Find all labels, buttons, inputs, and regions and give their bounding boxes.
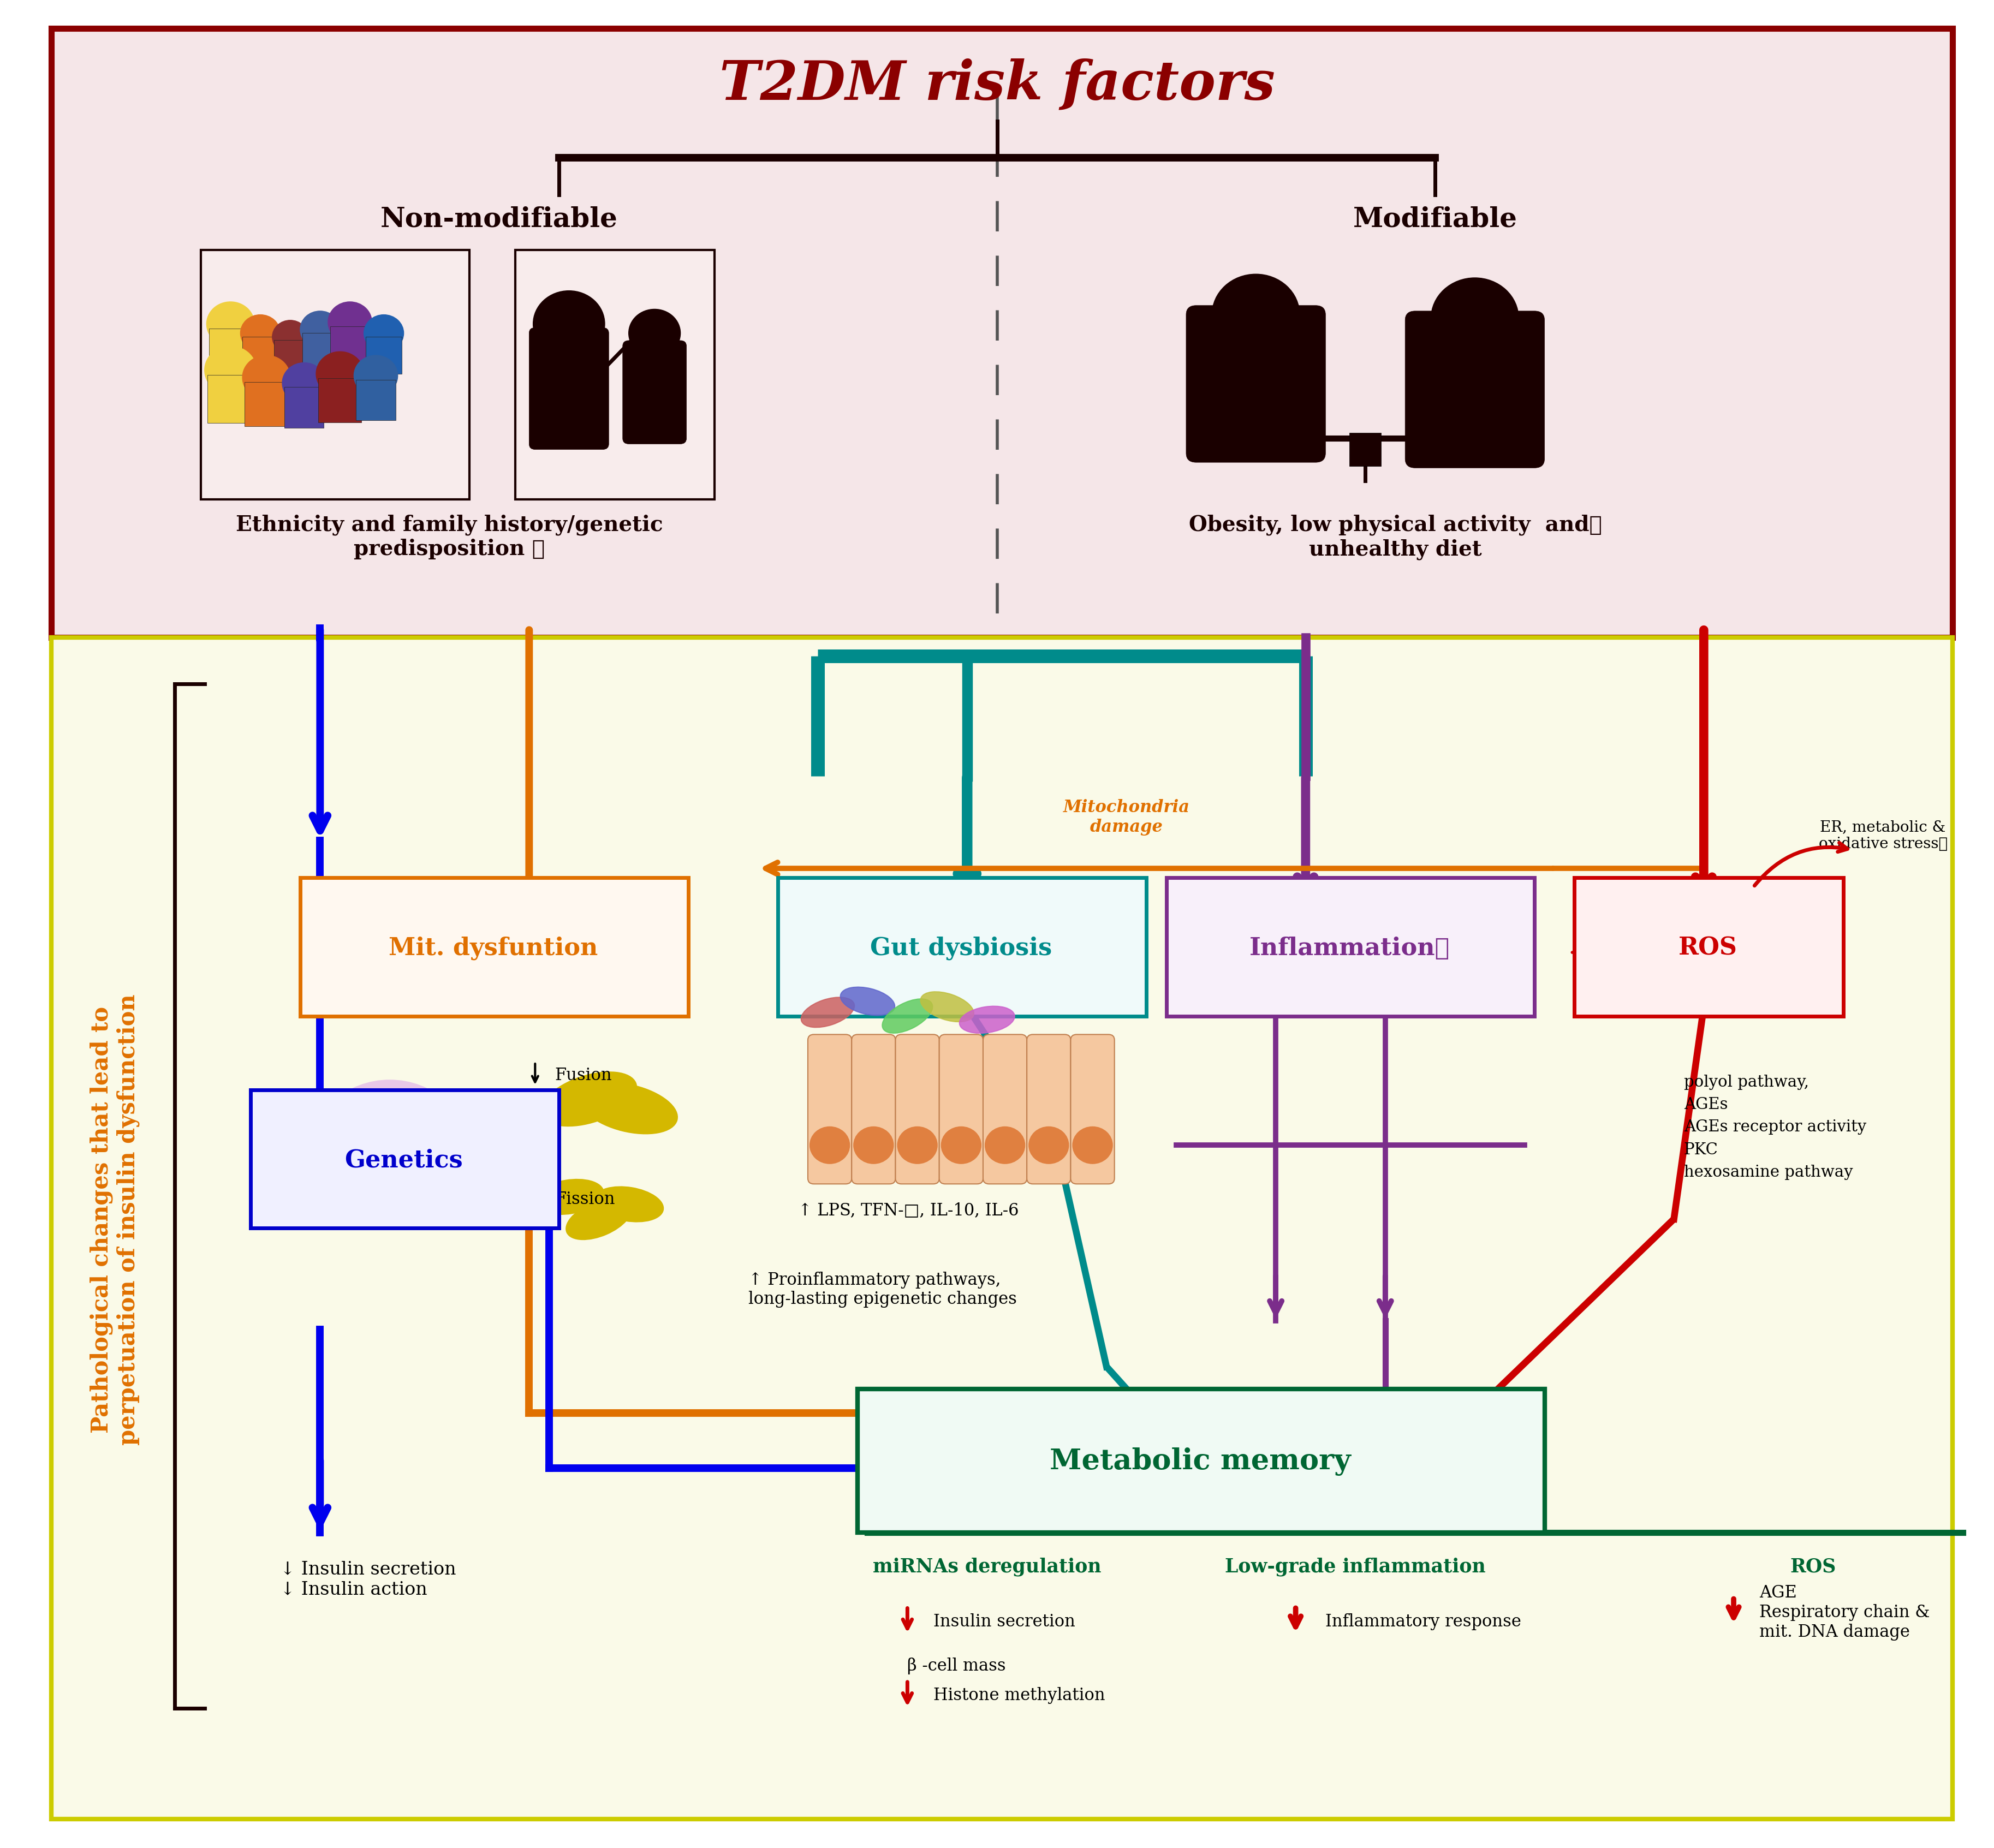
Text: Gut dysbiosis: Gut dysbiosis [869, 937, 1053, 959]
Circle shape [273, 322, 309, 355]
FancyBboxPatch shape [778, 878, 1147, 1016]
Text: ER, metabolic &
oxidative stressⓘ: ER, metabolic & oxidative stressⓘ [1819, 819, 1948, 852]
Circle shape [363, 316, 403, 353]
FancyBboxPatch shape [1027, 1035, 1071, 1185]
FancyBboxPatch shape [273, 340, 307, 373]
Circle shape [1212, 275, 1300, 357]
Text: miRNAs deregulation: miRNAs deregulation [873, 1556, 1101, 1576]
Text: Ethnicity and family history/genetic
predisposition ❖: Ethnicity and family history/genetic pre… [235, 514, 664, 560]
FancyBboxPatch shape [622, 342, 686, 444]
FancyBboxPatch shape [1575, 878, 1842, 1016]
Text: Genetics: Genetics [345, 1148, 463, 1172]
FancyBboxPatch shape [1350, 432, 1382, 466]
FancyBboxPatch shape [245, 383, 287, 427]
Text: Low-grade inflammation: Low-grade inflammation [1224, 1556, 1486, 1576]
FancyBboxPatch shape [895, 1035, 939, 1185]
Circle shape [1073, 1127, 1113, 1164]
Text: mtDNA
damage: mtDNA damage [363, 1140, 415, 1168]
Text: β -cell mass: β -cell mass [907, 1658, 1007, 1674]
Circle shape [628, 310, 680, 359]
Text: Metabolic memory: Metabolic memory [1049, 1447, 1350, 1475]
FancyBboxPatch shape [251, 1090, 558, 1229]
Circle shape [985, 1127, 1025, 1164]
Text: Inflammatory response: Inflammatory response [1326, 1613, 1521, 1630]
Circle shape [1432, 279, 1519, 360]
Text: Fission: Fission [554, 1190, 616, 1207]
Text: Mitochondria
damage: Mitochondria damage [1063, 798, 1190, 835]
Ellipse shape [839, 987, 895, 1016]
FancyBboxPatch shape [514, 251, 714, 499]
Text: Modifiable: Modifiable [1352, 205, 1517, 233]
Circle shape [897, 1127, 937, 1164]
FancyBboxPatch shape [983, 1035, 1027, 1185]
FancyBboxPatch shape [303, 334, 339, 370]
FancyBboxPatch shape [207, 375, 253, 423]
FancyBboxPatch shape [528, 329, 608, 449]
Text: ROS: ROS [1791, 1556, 1836, 1574]
Circle shape [329, 303, 371, 344]
Circle shape [532, 292, 604, 359]
Text: ROS: ROS [1679, 937, 1737, 959]
Text: Fusion: Fusion [554, 1066, 612, 1083]
Circle shape [941, 1127, 981, 1164]
Ellipse shape [566, 1199, 632, 1240]
Circle shape [853, 1127, 893, 1164]
FancyBboxPatch shape [1071, 1035, 1115, 1185]
FancyBboxPatch shape [319, 379, 361, 423]
Ellipse shape [802, 998, 853, 1027]
FancyBboxPatch shape [851, 1035, 895, 1185]
Circle shape [1029, 1127, 1069, 1164]
Text: Obesity, low physical activity  and❖
unhealthy diet: Obesity, low physical activity and❖ unhe… [1188, 514, 1601, 560]
Ellipse shape [594, 1186, 664, 1222]
FancyBboxPatch shape [201, 251, 469, 499]
FancyBboxPatch shape [808, 1035, 851, 1185]
Circle shape [317, 353, 363, 395]
Text: Non-modifiable: Non-modifiable [381, 205, 618, 233]
Text: T2DM risk factors: T2DM risk factors [720, 59, 1274, 111]
Ellipse shape [580, 1083, 678, 1135]
Circle shape [353, 357, 397, 395]
FancyBboxPatch shape [857, 1390, 1545, 1532]
FancyBboxPatch shape [1166, 878, 1535, 1016]
FancyBboxPatch shape [52, 30, 1952, 638]
Circle shape [205, 347, 257, 394]
Text: ↓ Insulin secretion
↓ Insulin action: ↓ Insulin secretion ↓ Insulin action [281, 1560, 457, 1599]
FancyBboxPatch shape [357, 381, 395, 421]
Circle shape [311, 1081, 469, 1229]
FancyBboxPatch shape [1186, 307, 1326, 462]
Circle shape [243, 357, 291, 399]
Text: AGE
Respiratory chain &
mit. DNA damage: AGE Respiratory chain & mit. DNA damage [1759, 1584, 1930, 1641]
Text: ↑ LPS, TFN-□, IL-10, IL-6: ↑ LPS, TFN-□, IL-10, IL-6 [798, 1201, 1019, 1218]
Text: Insulin secretion: Insulin secretion [933, 1613, 1075, 1630]
Text: Pathological changes that lead to
perpetuation of insulin dysfunction: Pathological changes that lead to perpet… [90, 994, 140, 1445]
Circle shape [207, 303, 255, 347]
Circle shape [283, 362, 327, 403]
Text: ↑ Proinflammatory pathways,
long-lasting epigenetic changes: ↑ Proinflammatory pathways, long-lasting… [748, 1271, 1017, 1308]
Ellipse shape [881, 1000, 933, 1033]
FancyBboxPatch shape [1406, 312, 1545, 468]
Circle shape [810, 1127, 849, 1164]
Ellipse shape [921, 992, 973, 1022]
FancyBboxPatch shape [331, 327, 369, 368]
Ellipse shape [959, 1007, 1015, 1033]
FancyBboxPatch shape [365, 338, 401, 373]
FancyBboxPatch shape [52, 638, 1952, 1818]
Ellipse shape [534, 1179, 604, 1214]
Text: Inflammationⓘ: Inflammationⓘ [1248, 937, 1450, 959]
Circle shape [241, 316, 281, 353]
Text: Histone methylation: Histone methylation [933, 1687, 1105, 1704]
FancyBboxPatch shape [301, 878, 688, 1016]
Text: polyol pathway,
AGEs
AGEs receptor activity
PKC
hexosamine pathway: polyol pathway, AGEs AGEs receptor activ… [1683, 1074, 1866, 1179]
Circle shape [301, 312, 341, 349]
FancyBboxPatch shape [285, 388, 323, 429]
Ellipse shape [540, 1072, 636, 1125]
FancyBboxPatch shape [939, 1035, 983, 1185]
FancyBboxPatch shape [243, 338, 279, 373]
FancyBboxPatch shape [209, 329, 251, 373]
Text: Mit. dysfuntion: Mit. dysfuntion [389, 937, 598, 959]
